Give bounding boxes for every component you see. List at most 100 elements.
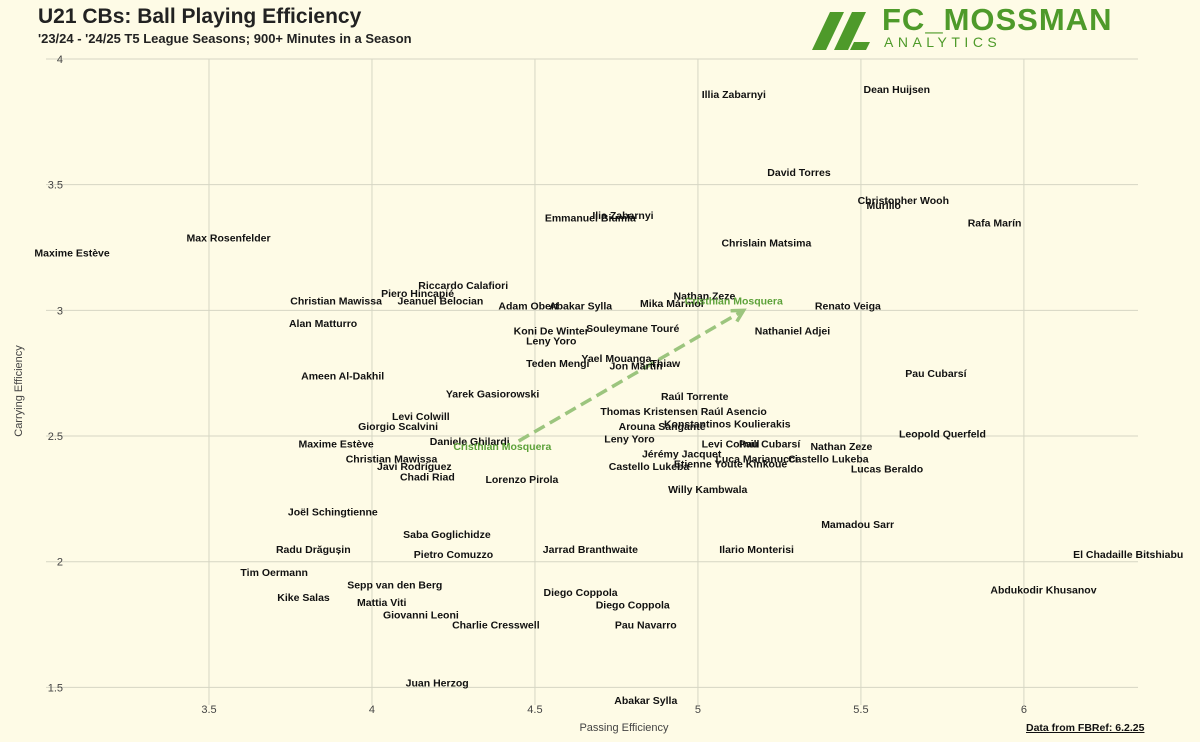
player-label: Jon Martín xyxy=(609,361,662,373)
player-label: Christopher Wooh xyxy=(858,195,949,207)
player-label: Diego Coppola xyxy=(544,587,618,599)
y-tick-label: 2 xyxy=(57,557,63,569)
player-label: Thiaw xyxy=(650,358,681,370)
x-tick-label: 5 xyxy=(695,704,701,716)
player-label: Pau Navarro xyxy=(615,620,677,632)
player-label: Ilia Zabarnyi xyxy=(592,210,653,222)
player-label: Levi Colwill xyxy=(392,411,450,423)
player-label: Thomas Kristensen xyxy=(600,406,697,418)
x-tick-label: 6 xyxy=(1021,704,1027,716)
player-label: Yael Mouanga xyxy=(581,353,651,365)
player-label: Saba Goglichidze xyxy=(403,529,491,541)
player-label: Jérémy Jacquet xyxy=(642,449,722,461)
logo-wordmark: FC_MOSSMAN xyxy=(882,2,1113,37)
player-label: Riccardo Calafiori xyxy=(418,280,508,292)
player-label: Rafa Marín xyxy=(968,217,1022,229)
player-label: Tim Oermann xyxy=(240,567,308,579)
player-label: Koni De Winter xyxy=(514,325,589,337)
player-label: Christian Mawissa xyxy=(290,295,382,307)
player-label: Mika Mármol xyxy=(640,298,704,310)
player-label: Diego Coppola xyxy=(596,599,670,611)
player-label: Mamadou Sarr xyxy=(821,519,894,531)
player-label: Alan Matturro xyxy=(289,318,357,330)
player-label: Illia Zabarnyi xyxy=(702,89,766,101)
player-label: Souleymane Touré xyxy=(586,323,679,335)
player-label: Abakar Sylla xyxy=(614,695,677,707)
x-axis-label: Passing Efficiency xyxy=(579,722,669,734)
player-label: Daniele Ghilardi xyxy=(430,436,510,448)
player-label: Juan Herzog xyxy=(406,677,469,689)
plot-area xyxy=(46,59,1138,705)
y-tick-label: 3.5 xyxy=(48,180,63,192)
trend-arrow xyxy=(517,308,747,443)
player-label: Nathaniel Adjei xyxy=(755,325,831,337)
player-label: Raúl Torrente xyxy=(661,391,729,403)
player-label: Levi Colwill xyxy=(702,439,760,451)
player-label: Renato Veiga xyxy=(815,300,881,312)
player-label: Giovanni Leoni xyxy=(383,610,459,622)
x-tick-label: 4 xyxy=(369,704,375,716)
player-label: Nathan Zeze xyxy=(810,441,872,453)
logo-subtitle: ANALYTICS xyxy=(884,34,1002,50)
grid-lines xyxy=(46,58,1138,705)
data-source-link[interactable]: Data from FBRef: 6.2.25 xyxy=(1026,722,1145,734)
fc-mossman-logo: FC_MOSSMAN ANALYTICS xyxy=(810,2,1150,52)
player-label: Christian Mawissa xyxy=(346,454,438,466)
player-label: Leny Yoro xyxy=(526,336,576,348)
player-label: Giorgio Scalvini xyxy=(358,421,438,433)
player-label: Abakar Sylla xyxy=(549,300,612,312)
player-label: Jeanuel Belocian xyxy=(398,295,484,307)
y-tick-label: 3 xyxy=(57,305,63,317)
player-label: Mattia Viti xyxy=(357,597,406,609)
player-points: Illia Zabarnyi Dean Huijsen David Torres Ch… xyxy=(34,84,1183,707)
x-tick-label: 5.5 xyxy=(853,704,868,716)
player-label: Castello Lukeba xyxy=(788,454,869,466)
player-label: Chrislain Matsima xyxy=(721,237,811,249)
player-label: Sepp van den Berg xyxy=(347,579,442,591)
player-label: Emmanuel Biumla xyxy=(545,212,636,224)
player-label: Teden Mengi xyxy=(526,358,589,370)
chart-subtitle: '23/24 - '24/25 T5 League Seasons; 900+ … xyxy=(38,31,412,46)
player-label: Kike Salas xyxy=(277,592,330,604)
y-tick-label: 4 xyxy=(57,54,63,66)
player-label: Raúl Asencio xyxy=(701,406,767,418)
player-label: Maxime Estève xyxy=(298,439,373,451)
y-tick-label: 1.5 xyxy=(48,682,63,694)
player-label: Ameen Al-Dakhil xyxy=(301,371,384,383)
player-label: Max Rosenfelder xyxy=(187,232,271,244)
player-label: Charlie Cresswell xyxy=(452,620,540,632)
arrow-head-icon xyxy=(730,308,747,323)
player-label: Konstantinos Koulierakis xyxy=(664,418,791,430)
player-label: Javi Rodríguez xyxy=(377,461,452,473)
player-label: Maxime Estève xyxy=(34,248,109,260)
player-label: Pietro Comuzzo xyxy=(414,549,493,561)
player-label: Luca Marianucci xyxy=(715,454,797,466)
axis-ticks: 3.5 4 4.5 5 5.5 6 1.5 2 2.5 3 3.5 4 xyxy=(48,54,1027,716)
player-label: Leopold Querfeld xyxy=(899,429,986,441)
highlight-player-label: Cristhian Mosquera xyxy=(453,441,551,453)
player-label: Murillo xyxy=(867,200,901,212)
player-label: Dean Huijsen xyxy=(864,84,931,96)
player-label: Chadi Riad xyxy=(400,471,455,483)
x-tick-label: 3.5 xyxy=(201,704,216,716)
player-label: Radu Drăgușin xyxy=(276,544,351,556)
y-axis-label: Carrying Efficiency xyxy=(13,345,25,437)
player-label: Etienne Youte Kinkoue xyxy=(674,459,788,471)
player-label: Adam Obert xyxy=(498,300,559,312)
player-label: Castello Lukeba xyxy=(609,461,690,473)
player-label: Piero Hincapié xyxy=(381,288,454,300)
player-label: Lucas Beraldo xyxy=(851,464,923,476)
player-label: Willy Kambwala xyxy=(668,484,747,496)
player-label: Joël Schingtienne xyxy=(288,506,378,518)
player-label: Leny Yoro xyxy=(604,434,654,446)
chart-title: U21 CBs: Ball Playing Efficiency xyxy=(38,5,362,28)
x-tick-label: 4.5 xyxy=(527,704,542,716)
player-label: El Chadaille Bitshiabu xyxy=(1073,549,1183,561)
player-label: Jarrad Branthwaite xyxy=(543,544,638,556)
player-label: Pau Cubarsí xyxy=(905,368,967,380)
player-label: David Torres xyxy=(767,167,831,179)
player-label: Nathan Zeze xyxy=(674,290,736,302)
player-label: Lorenzo Pirola xyxy=(485,474,558,486)
player-label: Yarek Gasiorowski xyxy=(446,388,539,400)
